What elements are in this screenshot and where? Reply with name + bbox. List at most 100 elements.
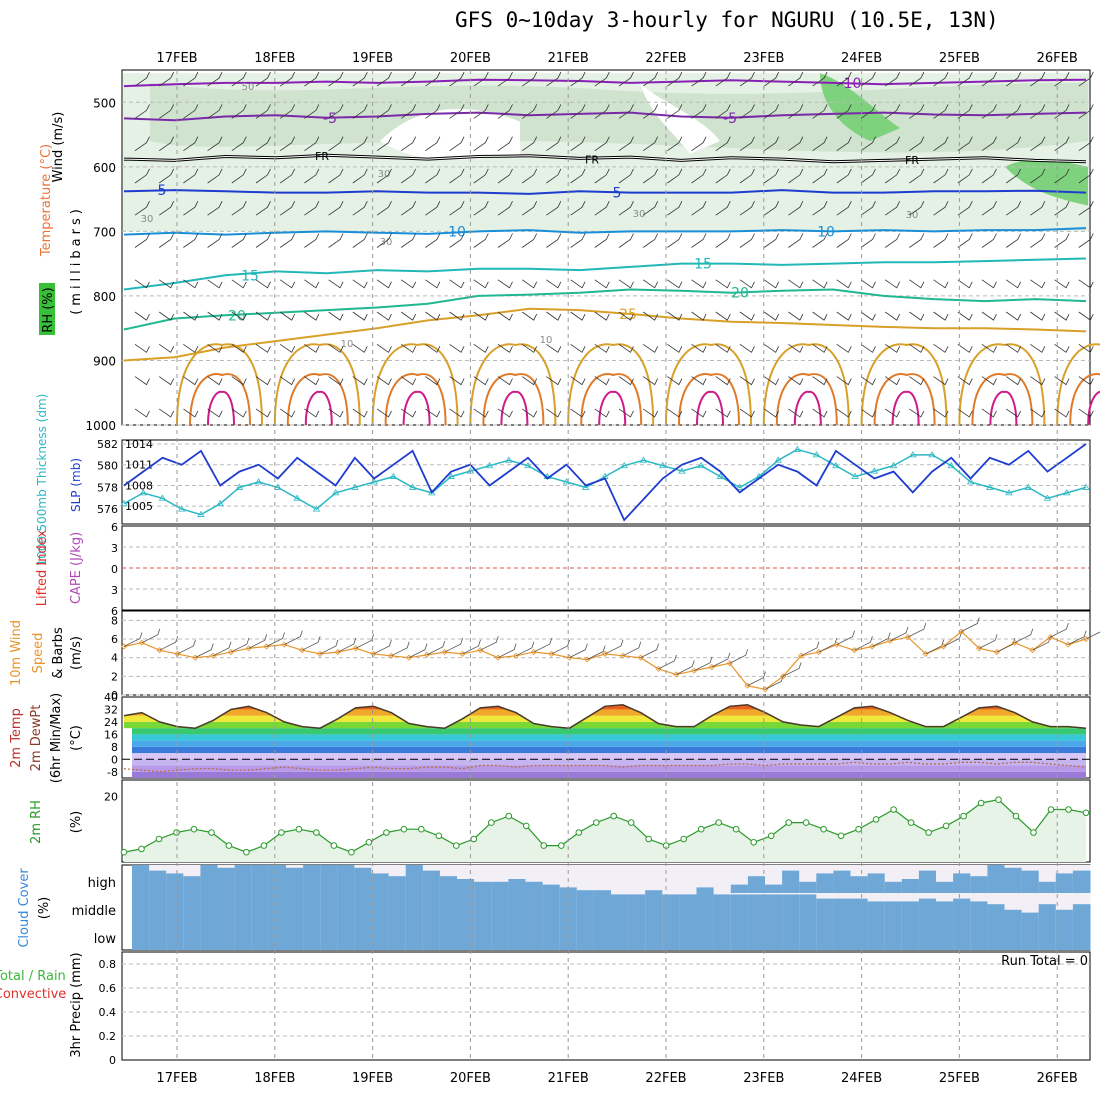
wind-barb [594, 71, 610, 87]
wind-barb [715, 71, 731, 87]
cloud-bar-low [662, 921, 680, 950]
cloud-bar-middle [439, 893, 458, 921]
rh2m-marker [767, 832, 775, 840]
wind-barb [884, 201, 901, 216]
wind-barb [231, 201, 247, 216]
wind-barb [1078, 376, 1094, 386]
wind-barb [158, 279, 175, 289]
cloud-bar-low [388, 921, 407, 950]
thickness-marker [312, 505, 321, 512]
wind-barb [352, 343, 368, 353]
wind-barb [691, 201, 707, 216]
wind-barb [642, 279, 659, 289]
wind-barb [1078, 104, 1094, 119]
cloud-bar-middle [628, 894, 646, 921]
temp-color-band [132, 753, 1086, 760]
wind-barb [909, 376, 925, 386]
wind-barb [183, 136, 199, 152]
cloud-bar-high [268, 865, 287, 893]
wind-barb [909, 343, 925, 353]
wind-barb [1005, 71, 1022, 87]
wind-barb [497, 343, 513, 353]
cloud-bar-high [491, 881, 509, 893]
wind-barb [594, 136, 610, 152]
thickness-marker [235, 483, 244, 490]
wind-barb [909, 168, 925, 184]
wind-barb [715, 376, 731, 386]
wind-barb [933, 104, 949, 119]
wind-barb [570, 376, 586, 386]
cloud-bar-middle [833, 898, 851, 921]
wind-barb [134, 104, 150, 119]
rh2m-marker [610, 812, 618, 820]
wind-barb [231, 104, 247, 119]
wind-barb-10m [319, 639, 339, 655]
cloud-bar-high [576, 890, 595, 893]
wind-barb [1005, 201, 1022, 216]
cloud-bar-low [713, 921, 732, 950]
wind-barb [884, 376, 901, 386]
wind-barb [521, 104, 538, 119]
rh2m-marker [295, 825, 303, 833]
wind-barb [279, 279, 296, 289]
wind-barb [279, 201, 296, 216]
rh2m-marker [750, 839, 758, 846]
wind-barb [183, 168, 199, 184]
wind-barb [134, 233, 150, 248]
wind-barb [328, 201, 344, 216]
wind-barb [788, 201, 804, 216]
wind-barb [594, 311, 610, 321]
wind-barb [279, 343, 296, 353]
thickness-marker [1082, 483, 1090, 490]
wind-barb [981, 71, 997, 87]
run-total-label: Run Total = 0 [1001, 954, 1088, 969]
rh2m-marker [453, 842, 460, 849]
upper-air-side-label: Wind (m/s) [51, 112, 66, 183]
wind-barb [497, 104, 513, 119]
wind-barb [376, 168, 392, 184]
cloud-bar-low [747, 921, 766, 950]
wind-barb [788, 279, 804, 289]
wind-barb [1030, 168, 1046, 184]
date-label-bottom: 20FEB [450, 1071, 491, 1086]
temp-line [123, 704, 1087, 729]
isotherm-label: FR [315, 150, 329, 163]
cloud-bar-middle [918, 898, 937, 921]
wind-barb [449, 311, 465, 321]
wind-barb [788, 233, 804, 248]
wind-barb [400, 168, 417, 184]
rh-contour-label: 10 [341, 339, 354, 350]
temp-warm-band [124, 715, 1086, 722]
wind-barb-10m [872, 632, 891, 647]
date-label-bottom: 26FEB [1037, 1071, 1078, 1086]
isotherm-40-loop [696, 390, 724, 426]
li-tick-label: 0 [111, 563, 118, 576]
cloud-bg-cell [713, 865, 732, 893]
wind-barb [183, 201, 199, 216]
wind-barb-10m [889, 626, 909, 642]
wind-barb [183, 376, 199, 386]
wind-barb [642, 168, 659, 184]
wind-barb [449, 343, 465, 353]
wind-barb [691, 233, 707, 248]
wind-barb [667, 279, 683, 289]
wind-barb [981, 376, 997, 386]
panel-frame-prec [121, 951, 1091, 1061]
wind-barb [691, 71, 707, 87]
wind-barb [667, 71, 683, 87]
wind-barb [473, 343, 489, 353]
thickness-marker [524, 461, 532, 469]
cloud-bar-high [439, 876, 458, 893]
cloud-bar-low [611, 921, 629, 950]
isotherm-label: 15 [241, 268, 259, 284]
cloud-bg-cell [679, 865, 697, 893]
rh2m-ylabel-units: (%) [69, 811, 84, 834]
cloud-bar-middle [1038, 904, 1057, 921]
wind-barb-10m [658, 654, 677, 670]
cloud-bar-middle [953, 898, 971, 921]
wind-barb [788, 168, 804, 184]
wind-barb [400, 279, 417, 289]
wind-barb [1078, 71, 1094, 87]
wind-barb [570, 408, 586, 418]
wind-barb [909, 311, 925, 321]
